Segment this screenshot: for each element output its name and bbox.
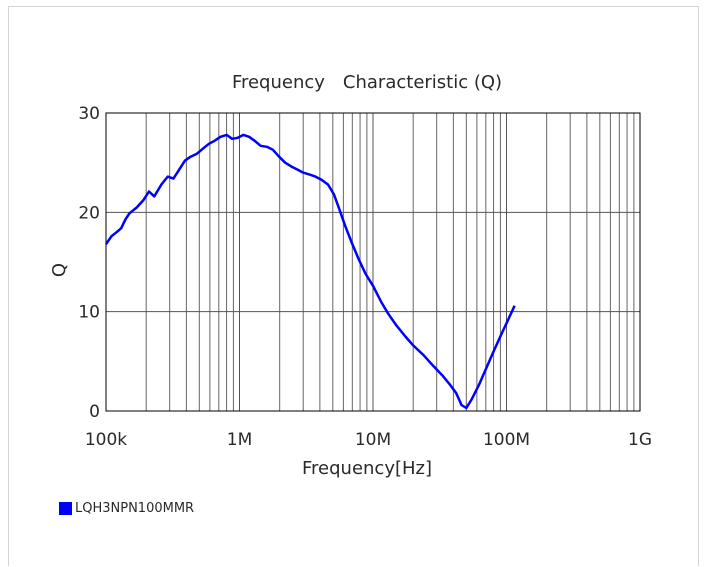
chart-title: Frequency Characteristic (Q) [232, 72, 502, 93]
series-line-0 [104, 133, 516, 410]
x-tick-label: 100M [483, 430, 530, 450]
x-tick-label: 1G [628, 430, 652, 450]
y-tick-label: 0 [89, 402, 100, 422]
y-tick-label: 10 [78, 303, 100, 323]
legend-swatch [59, 502, 72, 515]
chart: Frequency Characteristic (Q) 100k 1M 10M 10… [49, 72, 652, 479]
legend-label: LQH3NPN100MMR [75, 501, 195, 516]
series-layer [104, 133, 516, 410]
legend: LQH3NPN100MMR [59, 501, 194, 516]
plot-area-border [105, 112, 641, 412]
x-tick-label: 1M [227, 430, 252, 450]
tick-labels: 100k 1M 10M 100M 1G 0 10 20 30 [78, 104, 652, 450]
x-tick-label: 100k [85, 430, 127, 450]
chart-panel: Frequency Characteristic (Q) 100k 1M 10M 10… [8, 6, 699, 566]
y-axis-label: Q [49, 263, 70, 277]
y-tick-label: 30 [78, 104, 100, 124]
x-axis-label: Frequency[Hz] [302, 458, 432, 479]
x-tick-label: 10M [355, 430, 391, 450]
grid [106, 113, 640, 411]
y-tick-label: 20 [78, 203, 100, 223]
